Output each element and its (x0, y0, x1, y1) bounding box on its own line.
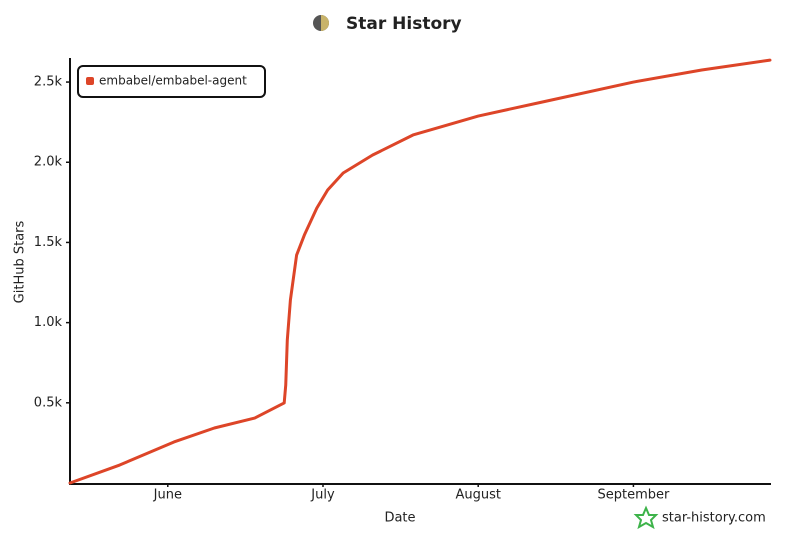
y-tick-label: 1.5k (34, 235, 63, 250)
x-tick-label: June (153, 488, 182, 503)
x-axis-label: Date (384, 511, 415, 526)
y-axis-label: GitHub Stars (13, 220, 28, 303)
y-tick-label: 0.5k (34, 395, 63, 410)
title-icon (313, 15, 329, 31)
legend-label: embabel/embabel-agent (99, 74, 247, 88)
chart-title: Star History (346, 14, 462, 34)
y-tick-label: 1.0k (34, 315, 63, 330)
series-line (68, 58, 772, 485)
x-tick-label: July (310, 488, 335, 503)
x-tick-label: September (597, 488, 670, 503)
watermark: star-history.com (633, 505, 766, 530)
watermark-text: star-history.com (662, 511, 766, 526)
y-tick-label: 2.0k (34, 155, 63, 170)
x-tick-label: August (455, 488, 501, 503)
y-tick-label: 2.5k (34, 75, 63, 90)
legend-box (77, 65, 266, 98)
legend-swatch (86, 77, 94, 85)
